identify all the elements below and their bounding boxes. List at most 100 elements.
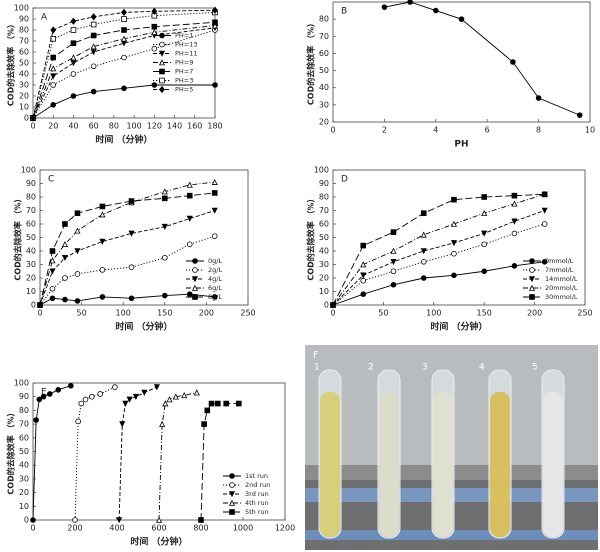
legend-label: PH=3 xyxy=(175,77,193,85)
y-axis-label: COD的去除效率 （%） xyxy=(6,408,16,494)
marker xyxy=(212,6,218,14)
marker xyxy=(510,59,516,65)
panel-label: D xyxy=(341,175,348,185)
marker xyxy=(172,393,179,400)
marker xyxy=(390,281,397,288)
marker xyxy=(128,295,135,302)
y-tick-label: 60 xyxy=(319,49,329,58)
legend-label: 0g/L xyxy=(208,257,222,265)
marker xyxy=(155,516,163,523)
y-tick-label: 0 xyxy=(24,516,29,525)
legend-label: 2nd run xyxy=(245,481,270,489)
marker xyxy=(90,43,97,50)
marker xyxy=(151,82,158,88)
marker xyxy=(481,268,488,275)
marker xyxy=(511,200,518,207)
marker xyxy=(122,400,129,407)
marker xyxy=(360,272,367,279)
y-tick-label: 0 xyxy=(31,301,36,310)
plot-frame xyxy=(332,1,591,123)
marker xyxy=(186,241,193,248)
marker xyxy=(420,248,427,255)
marker xyxy=(153,384,160,391)
marker xyxy=(90,32,97,39)
marker xyxy=(390,258,397,266)
series-line xyxy=(332,210,545,306)
y-tick-label: 70 xyxy=(319,206,329,215)
marker xyxy=(198,517,204,523)
x-tick-label: 60 xyxy=(89,122,99,131)
x-tick-label: 40 xyxy=(68,122,78,131)
marker xyxy=(541,207,548,214)
y-tick-label: 100 xyxy=(14,4,29,13)
marker xyxy=(50,102,57,108)
x-tick-label: 180 xyxy=(207,122,222,131)
marker xyxy=(121,16,127,22)
legend-label: 5th run xyxy=(245,508,269,516)
marker xyxy=(211,178,218,185)
marker xyxy=(223,400,230,407)
y-tick-label: 70 xyxy=(26,206,36,215)
marker xyxy=(481,209,488,217)
marker xyxy=(99,267,106,273)
marker xyxy=(214,400,221,407)
marker xyxy=(211,190,218,196)
tube-label: 5 xyxy=(532,363,538,373)
marker xyxy=(90,13,97,21)
marker xyxy=(121,85,127,92)
y-tick-label: 30 xyxy=(319,260,329,269)
y-tick-label: 30 xyxy=(19,474,29,483)
marker xyxy=(62,221,68,227)
y-tick-label: 40 xyxy=(319,83,329,92)
marker xyxy=(141,389,148,396)
marker xyxy=(151,28,158,35)
marker xyxy=(450,220,458,227)
marker xyxy=(99,203,106,210)
y-tick-label: 80 xyxy=(19,26,29,35)
marker xyxy=(74,298,81,304)
marker xyxy=(481,230,488,237)
x-tick-label: 800 xyxy=(193,524,208,533)
marker xyxy=(159,77,165,84)
legend-label: PH=13 xyxy=(175,41,198,49)
series-line xyxy=(332,193,545,306)
marker xyxy=(381,4,388,10)
marker xyxy=(162,292,168,299)
marker xyxy=(132,393,139,400)
marker xyxy=(49,268,56,275)
series-line xyxy=(39,210,215,306)
marker xyxy=(528,284,536,291)
marker xyxy=(451,250,457,257)
y-tick-label: 10 xyxy=(19,103,29,112)
marker xyxy=(70,93,77,99)
marker xyxy=(529,267,535,273)
x-tick-label: 200 xyxy=(527,309,542,318)
y-tick-label: 70 xyxy=(19,37,29,46)
x-tick-label: 200 xyxy=(67,524,82,533)
y-tick-label: 90 xyxy=(319,179,329,188)
marker xyxy=(390,247,397,254)
marker xyxy=(162,400,169,407)
marker xyxy=(70,71,77,77)
marker xyxy=(30,517,36,523)
marker xyxy=(99,294,106,300)
legend-label: 2g/L xyxy=(208,266,222,274)
marker xyxy=(390,268,397,275)
y-tick-label: 100 xyxy=(314,166,329,175)
marker xyxy=(36,396,43,403)
marker xyxy=(90,49,97,56)
marker xyxy=(451,272,457,279)
marker xyxy=(360,277,367,284)
marker xyxy=(50,82,57,88)
marker xyxy=(82,396,89,403)
x-tick-label: 0 xyxy=(330,309,335,318)
marker xyxy=(40,393,47,400)
tube-liquid xyxy=(433,392,453,537)
y-tick-label: 50 xyxy=(19,59,29,68)
panel-label: E xyxy=(41,388,47,398)
y-tick-label: 90 xyxy=(26,179,36,188)
marker xyxy=(61,254,69,262)
y-tick-label: 50 xyxy=(26,233,36,242)
marker xyxy=(90,63,97,70)
marker xyxy=(158,50,166,57)
